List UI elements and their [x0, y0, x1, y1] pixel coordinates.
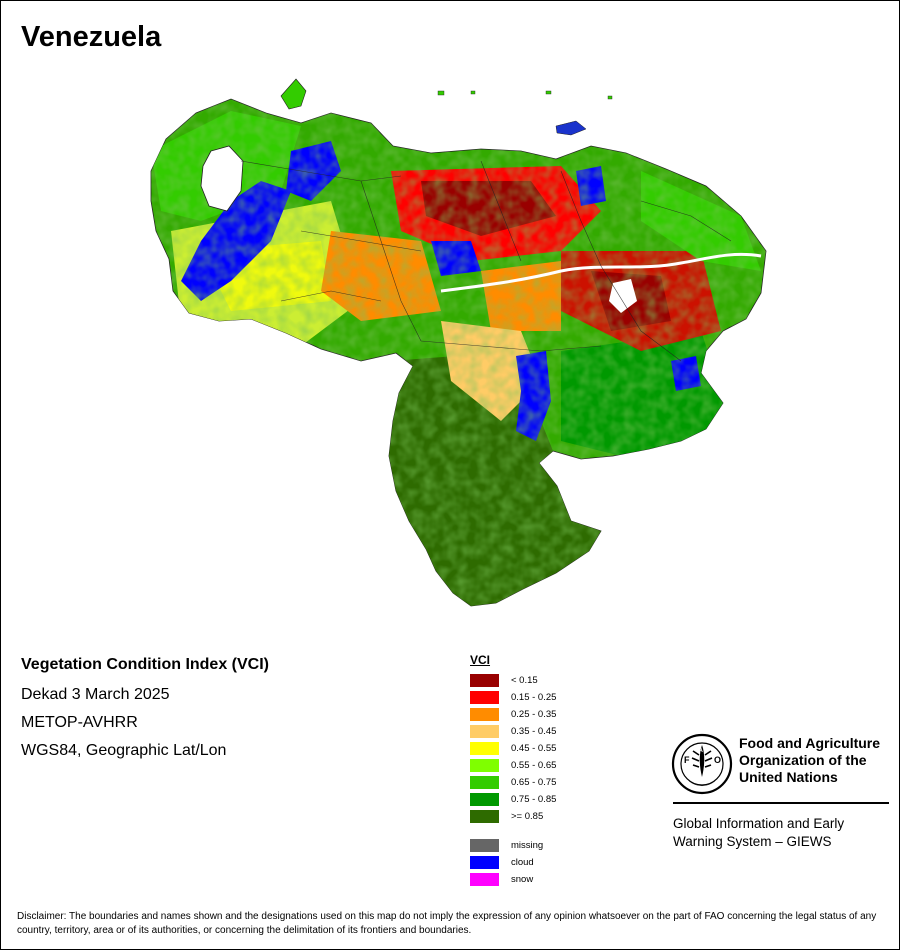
legend-swatch — [470, 759, 499, 772]
period-label: Dekad 3 March 2025 — [21, 686, 170, 703]
giews-line-2: Warning System – GIEWS — [673, 834, 832, 849]
map-title: Venezuela — [21, 21, 162, 53]
legend-item: 0.35 - 0.45 — [470, 723, 556, 740]
legend-item: >= 0.85 — [470, 808, 556, 825]
legend-swatch — [470, 793, 499, 806]
paraguana-peninsula — [280, 78, 307, 110]
lake-maracaibo — [200, 145, 244, 212]
legend-classes: < 0.15 0.15 - 0.25 0.25 - 0.35 0.35 - 0.45 0… — [470, 672, 556, 825]
vci-legend: VCI < 0.15 0.15 - 0.25 0.25 - 0.35 0.35 - 0… — [470, 653, 556, 888]
legend-label: 0.55 - 0.65 — [511, 760, 557, 771]
legend-item: 0.55 - 0.65 — [470, 757, 556, 774]
orinoco-river — [440, 252, 762, 293]
caribbean-islets — [437, 90, 613, 100]
legend-swatch — [470, 810, 499, 823]
legend-swatch — [470, 776, 499, 789]
index-title: Vegetation Condition Index (VCI) — [21, 656, 269, 673]
legend-label: missing — [511, 840, 544, 851]
legend-swatch — [470, 674, 499, 687]
fao-org-line-1: Food and Agriculture — [739, 735, 881, 751]
guri-reservoir — [609, 279, 637, 313]
vci-map — [150, 78, 767, 607]
legend-item: cloud — [470, 854, 556, 871]
legend-label: >= 0.85 — [511, 811, 544, 822]
legend-swatch — [470, 873, 499, 886]
legend-label: 0.35 - 0.45 — [511, 726, 557, 737]
legend-swatch — [470, 725, 499, 738]
legend-label: 0.45 - 0.55 — [511, 743, 557, 754]
legend-label: 0.75 - 0.85 — [511, 794, 557, 805]
legend-item: 0.25 - 0.35 — [470, 706, 556, 723]
legend-swatch — [470, 856, 499, 869]
svg-text:A: A — [699, 748, 704, 754]
svg-text:O: O — [714, 755, 721, 765]
legend-label: 0.25 - 0.35 — [511, 709, 557, 720]
fao-org-line-3: United Nations — [739, 769, 838, 785]
legend-swatch — [470, 839, 499, 852]
state-boundaries — [240, 160, 732, 362]
legend-item: 0.65 - 0.75 — [470, 774, 556, 791]
projection-label: WGS84, Geographic Lat/Lon — [21, 742, 227, 759]
legend-item: < 0.15 — [470, 672, 556, 689]
fao-org-line-2: Organization of the — [739, 752, 867, 768]
fao-divider — [673, 802, 889, 804]
legend-swatch — [470, 691, 499, 704]
legend-item: 0.45 - 0.55 — [470, 740, 556, 757]
legend-item: 0.75 - 0.85 — [470, 791, 556, 808]
legend-label: < 0.15 — [511, 675, 538, 686]
vci-raster — [151, 99, 766, 606]
legend-label: 0.15 - 0.25 — [511, 692, 557, 703]
margarita-island — [555, 120, 587, 136]
legend-label: cloud — [511, 857, 534, 868]
giews-line-1: Global Information and Early — [673, 816, 845, 831]
legend-label: snow — [511, 874, 534, 885]
fao-logo: F A O — [671, 733, 733, 795]
map-info: Vegetation Condition Index (VCI) Dekad 3… — [21, 656, 269, 770]
legend-swatch — [470, 708, 499, 721]
legend-title: VCI — [470, 653, 491, 667]
legend-item: snow — [470, 871, 556, 888]
svg-text:F: F — [684, 755, 690, 765]
sensor-label: METOP-AVHRR — [21, 714, 138, 731]
fao-org-name: Food and Agriculture Organization of the… — [739, 735, 889, 786]
disclaimer: Disclaimer: The boundaries and names sho… — [17, 911, 877, 936]
legend-swatch — [470, 742, 499, 755]
giews-name: Global Information and Early Warning Sys… — [673, 815, 893, 851]
legend-special: missing cloud snow — [470, 837, 556, 888]
legend-item: 0.15 - 0.25 — [470, 689, 556, 706]
legend-item: missing — [470, 837, 556, 854]
legend-label: 0.65 - 0.75 — [511, 777, 557, 788]
